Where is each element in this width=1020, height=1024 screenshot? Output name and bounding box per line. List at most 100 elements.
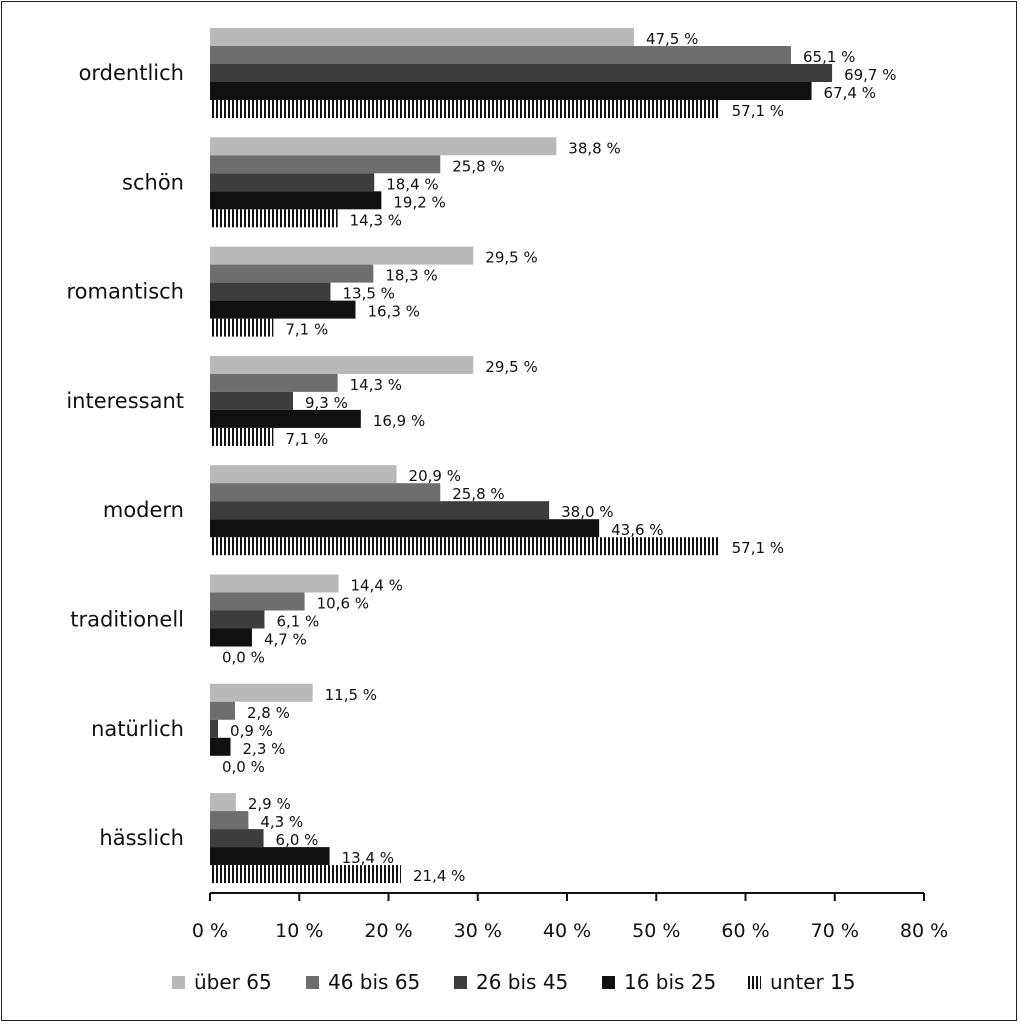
data-label-ordentlich-16-bis-25: 67,4 %	[824, 84, 876, 102]
bar-romantisch-46-bis-65	[210, 264, 374, 283]
bar-haesslich-unter-15	[210, 865, 401, 884]
data-label-romantisch-26-bis-45: 13,5 %	[342, 285, 394, 303]
bar-natuerlich-26-bis-45	[210, 719, 219, 738]
bar-interessant-16-bis-25	[210, 409, 361, 428]
category-label-haesslich: hässlich	[99, 826, 184, 850]
legend-label-26-bis-45: 26 bis 45	[476, 970, 568, 994]
category-label-traditionell: traditionell	[70, 608, 184, 632]
x-tick-label: 40 %	[543, 920, 591, 942]
legend-label-ueber-65: über 65	[194, 970, 272, 994]
data-label-schoen-26-bis-45: 18,4 %	[386, 175, 438, 193]
data-label-schoen-ueber-65: 38,8 %	[568, 139, 620, 157]
bar-traditionell-16-bis-25	[210, 628, 252, 647]
bar-ordentlich-26-bis-45	[210, 64, 833, 82]
bar-romantisch-16-bis-25	[210, 300, 356, 319]
data-label-interessant-26-bis-45: 9,3 %	[305, 394, 348, 412]
bar-modern-16-bis-25	[210, 519, 600, 538]
data-label-traditionell-16-bis-25: 4,7 %	[264, 631, 307, 649]
bar-modern-46-bis-65	[210, 483, 441, 502]
legend-label-unter-15: unter 15	[770, 970, 856, 994]
data-label-modern-unter-15: 57,1 %	[732, 539, 784, 557]
bar-schoen-16-bis-25	[210, 191, 382, 210]
bar-interessant-46-bis-65	[210, 373, 338, 392]
bar-haesslich-26-bis-45	[210, 829, 264, 848]
legend-label-46-bis-65: 46 bis 65	[328, 970, 420, 994]
x-tick-label: 0 %	[192, 920, 228, 942]
data-label-traditionell-46-bis-65: 10,6 %	[317, 595, 369, 613]
legend-swatch-26-bis-45	[454, 976, 467, 989]
data-label-natuerlich-26-bis-45: 0,9 %	[230, 722, 273, 740]
x-tick-label: 30 %	[454, 920, 502, 942]
x-tick-label: 20 %	[364, 920, 412, 942]
bar-natuerlich-16-bis-25	[210, 737, 231, 756]
bar-ordentlich-16-bis-25	[210, 82, 812, 100]
legend-swatch-ueber-65	[172, 976, 185, 989]
legend-swatch-46-bis-65	[306, 976, 319, 989]
bar-haesslich-ueber-65	[210, 793, 236, 812]
data-label-haesslich-46-bis-65: 4,3 %	[260, 813, 303, 831]
category-label-romantisch: romantisch	[66, 280, 184, 304]
bar-interessant-unter-15	[210, 427, 274, 446]
bar-haesslich-46-bis-65	[210, 811, 249, 830]
bar-romantisch-unter-15	[210, 318, 274, 337]
data-label-haesslich-ueber-65: 2,9 %	[248, 795, 291, 813]
data-label-haesslich-26-bis-45: 6,0 %	[276, 831, 319, 849]
data-label-modern-46-bis-65: 25,8 %	[452, 485, 504, 503]
bar-ordentlich-46-bis-65	[210, 46, 792, 64]
data-label-interessant-unter-15: 7,1 %	[285, 430, 328, 448]
category-label-interessant: interessant	[66, 389, 184, 413]
bar-modern-ueber-65	[210, 465, 397, 484]
bar-natuerlich-46-bis-65	[210, 701, 235, 720]
bar-modern-unter-15	[210, 537, 720, 556]
data-label-modern-16-bis-25: 43,6 %	[611, 521, 663, 539]
data-label-schoen-16-bis-25: 19,2 %	[393, 193, 445, 211]
bar-interessant-26-bis-45	[210, 391, 294, 410]
data-label-interessant-46-bis-65: 14,3 %	[350, 376, 402, 394]
data-label-natuerlich-unter-15: 0,0 %	[222, 758, 265, 776]
bar-modern-26-bis-45	[210, 501, 550, 520]
data-label-modern-ueber-65: 20,9 %	[409, 467, 461, 485]
bar-schoen-ueber-65	[210, 137, 557, 156]
data-label-romantisch-46-bis-65: 18,3 %	[385, 267, 437, 285]
legend-swatch-unter-15	[748, 976, 761, 989]
data-label-natuerlich-ueber-65: 11,5 %	[325, 686, 377, 704]
data-label-romantisch-ueber-65: 29,5 %	[485, 249, 537, 267]
data-label-natuerlich-16-bis-25: 2,3 %	[243, 740, 286, 758]
category-label-ordentlich: ordentlich	[79, 61, 184, 85]
bar-schoen-unter-15	[210, 209, 338, 228]
data-label-interessant-ueber-65: 29,5 %	[485, 358, 537, 376]
data-label-schoen-46-bis-65: 25,8 %	[452, 157, 504, 175]
data-label-ordentlich-26-bis-45: 69,7 %	[844, 66, 896, 84]
data-label-ordentlich-ueber-65: 47,5 %	[646, 30, 698, 48]
data-label-haesslich-unter-15: 21,4 %	[413, 867, 465, 885]
bar-romantisch-ueber-65	[210, 246, 474, 265]
x-tick-label: 50 %	[632, 920, 680, 942]
data-label-romantisch-16-bis-25: 16,3 %	[367, 303, 419, 321]
x-tick-label: 10 %	[275, 920, 323, 942]
data-label-traditionell-ueber-65: 14,4 %	[351, 577, 403, 595]
legend-label-16-bis-25: 16 bis 25	[624, 970, 716, 994]
data-label-interessant-16-bis-25: 16,9 %	[373, 412, 425, 430]
bar-natuerlich-ueber-65	[210, 683, 313, 702]
data-label-ordentlich-unter-15: 57,1 %	[732, 102, 784, 120]
data-label-traditionell-unter-15: 0,0 %	[222, 649, 265, 667]
bar-haesslich-16-bis-25	[210, 847, 330, 866]
data-label-schoen-unter-15: 14,3 %	[350, 211, 402, 229]
data-label-ordentlich-46-bis-65: 65,1 %	[803, 48, 855, 66]
bar-schoen-26-bis-45	[210, 173, 375, 192]
x-tick-label: 60 %	[721, 920, 769, 942]
category-label-natuerlich: natürlich	[91, 717, 184, 741]
data-label-traditionell-26-bis-45: 6,1 %	[276, 613, 319, 631]
category-label-modern: modern	[103, 498, 184, 522]
bar-ordentlich-unter-15	[210, 100, 720, 118]
data-label-haesslich-16-bis-25: 13,4 %	[342, 849, 394, 867]
data-label-romantisch-unter-15: 7,1 %	[285, 321, 328, 339]
legend-swatch-16-bis-25	[602, 976, 615, 989]
bar-traditionell-26-bis-45	[210, 610, 265, 629]
bar-romantisch-26-bis-45	[210, 282, 331, 301]
bar-traditionell-46-bis-65	[210, 592, 305, 611]
data-label-natuerlich-46-bis-65: 2,8 %	[247, 704, 290, 722]
bar-ordentlich-ueber-65	[210, 28, 634, 46]
bar-schoen-46-bis-65	[210, 155, 441, 174]
